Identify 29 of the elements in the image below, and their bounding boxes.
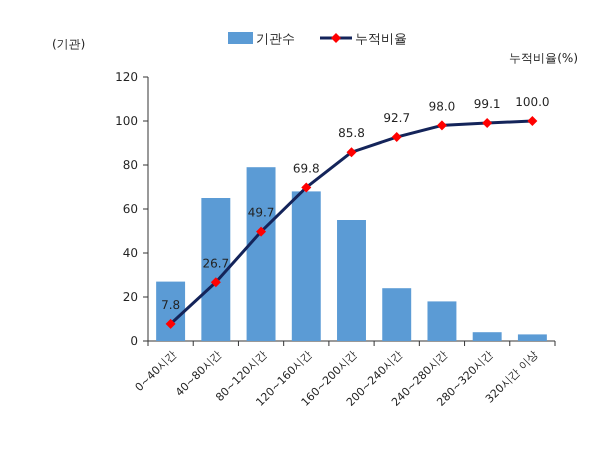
data-label: 99.1 — [474, 96, 501, 111]
legend-label: 기관수 — [256, 32, 295, 47]
y-tick-label: 100 — [115, 114, 138, 128]
bar — [292, 191, 321, 341]
y-tick-label: 40 — [122, 246, 138, 260]
y-tick-label: 60 — [122, 202, 138, 216]
bar — [337, 220, 366, 341]
y-tick-label: 0 — [130, 334, 138, 348]
y-axis-title: (기관) — [52, 37, 86, 51]
legend-label: 누적비율 — [355, 32, 407, 47]
data-label: 85.8 — [338, 126, 365, 140]
bar — [472, 332, 502, 341]
data-label: 69.8 — [292, 161, 320, 176]
data-label: 100.0 — [515, 95, 550, 109]
data-label: 7.8 — [161, 298, 180, 312]
y-tick-label: 20 — [122, 290, 138, 304]
bar — [518, 334, 547, 341]
bar — [382, 288, 412, 341]
data-label: 49.7 — [248, 206, 274, 220]
bar — [246, 167, 276, 341]
bar — [427, 301, 456, 341]
y-tick-label: 120 — [115, 70, 138, 84]
data-label: 98.0 — [428, 99, 456, 114]
y2-axis-title: 누적비율(%) — [509, 51, 578, 65]
bar — [201, 198, 230, 341]
y-tick-label: 80 — [122, 158, 138, 172]
bar — [156, 282, 186, 341]
data-label: 26.7 — [202, 256, 230, 270]
data-label: 92.7 — [383, 111, 410, 126]
